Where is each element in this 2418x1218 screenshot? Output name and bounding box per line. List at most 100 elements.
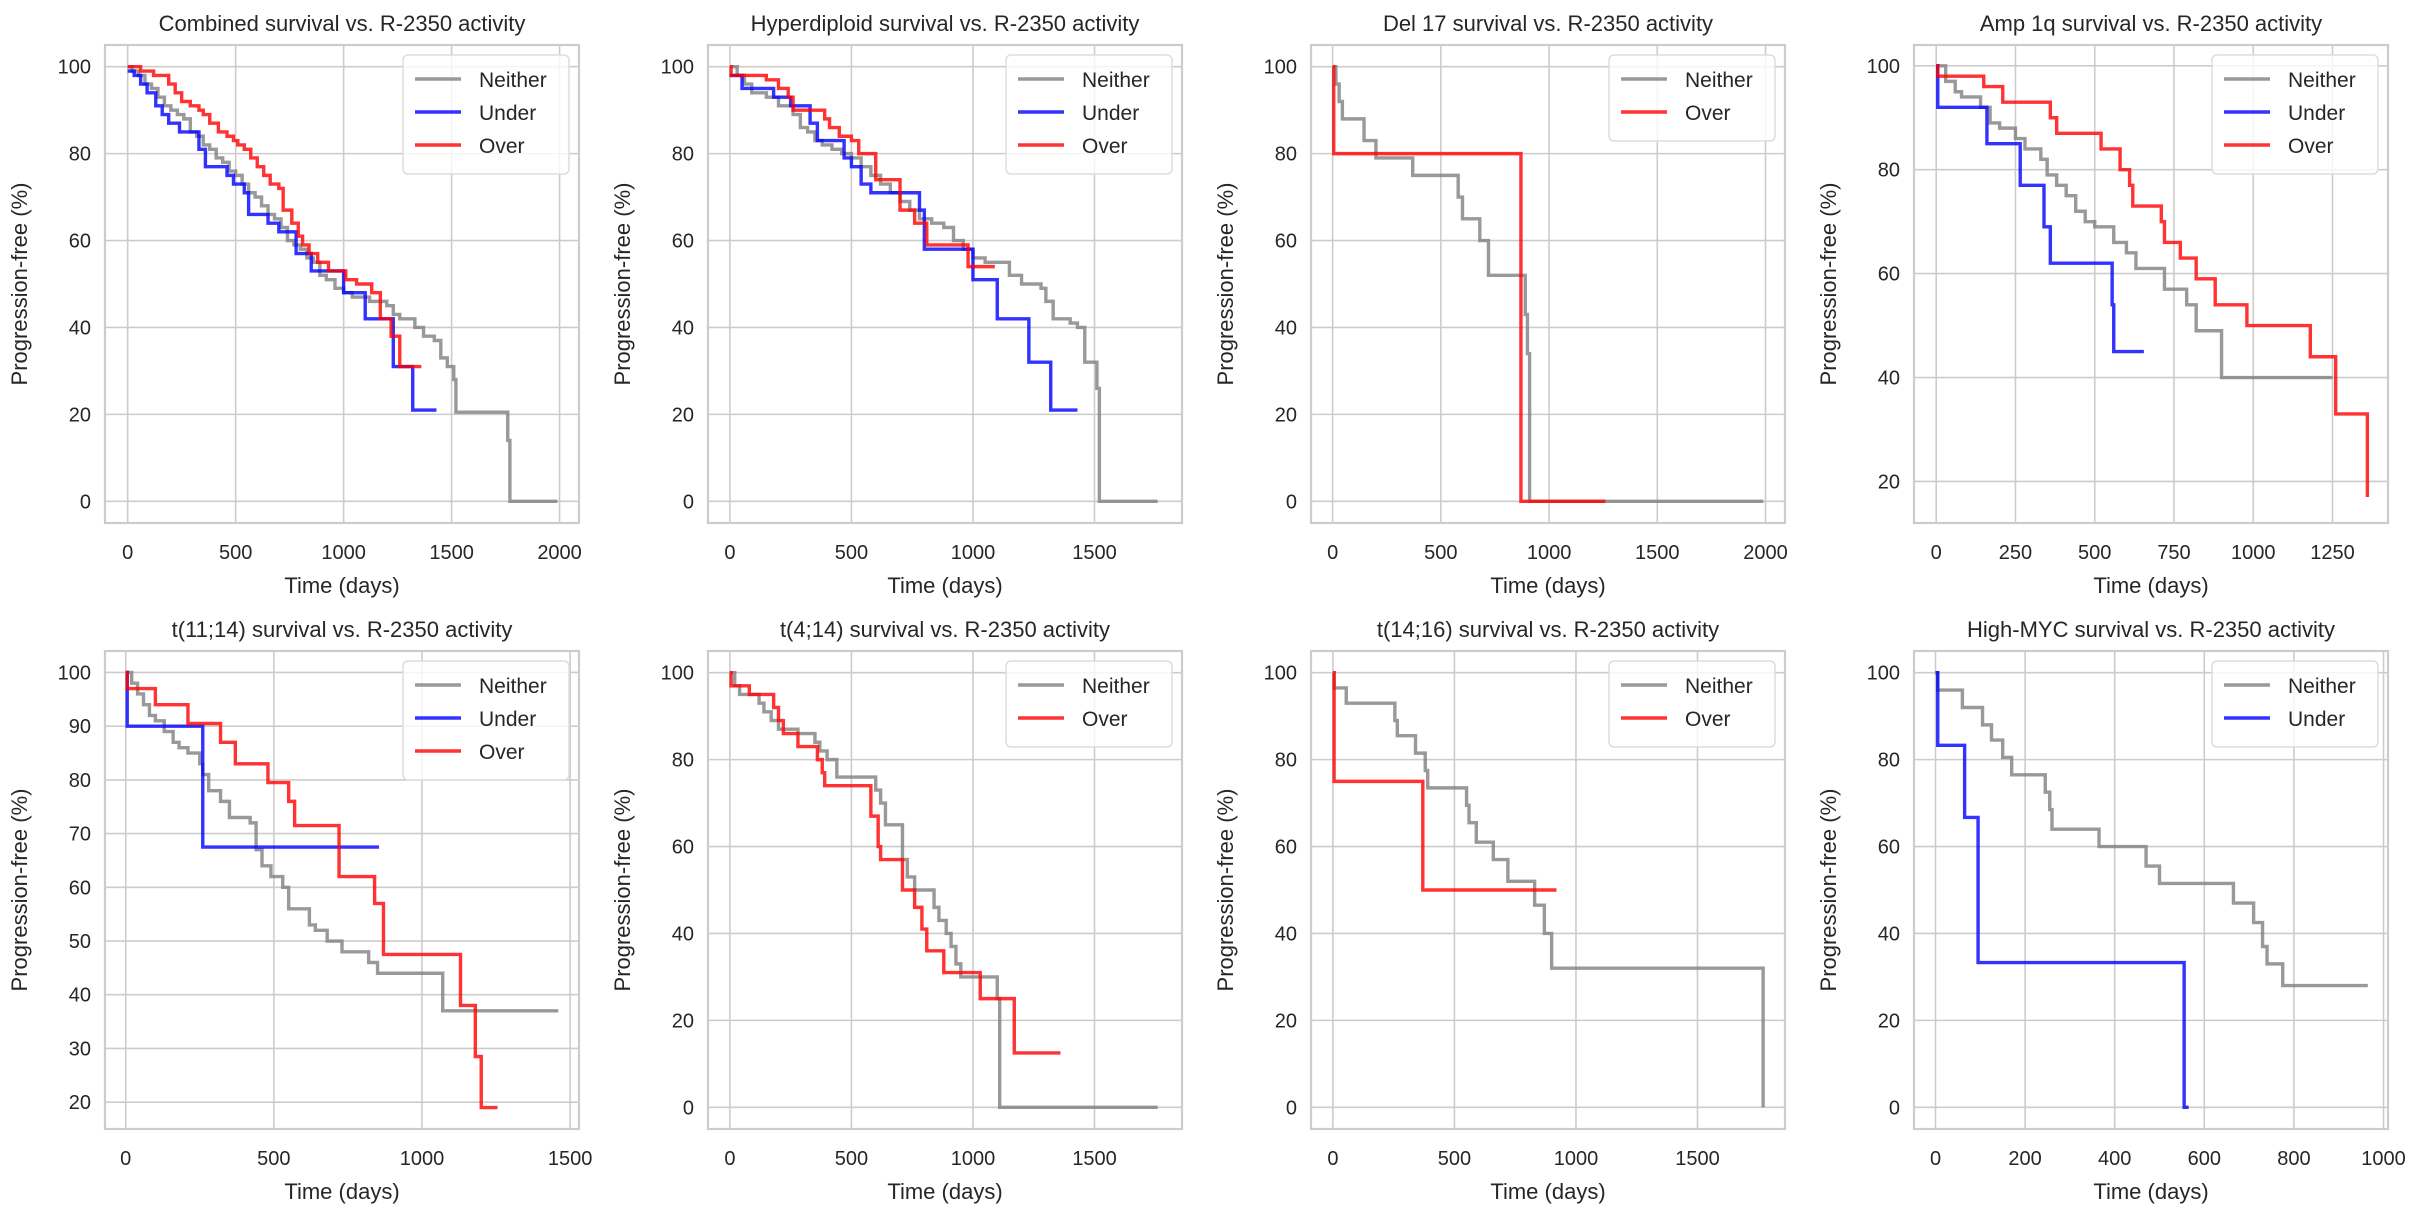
x-axis-label: Time (days) <box>1490 573 1605 598</box>
y-tick-label: 80 <box>1275 144 1297 166</box>
legend-label-over: Over <box>479 135 525 158</box>
legend-label-over: Over <box>1082 708 1128 731</box>
chart-title: Amp 1q survival vs. R-2350 activity <box>1980 11 2322 36</box>
y-tick-label: 60 <box>1878 837 1900 859</box>
legend-box <box>1608 660 1776 748</box>
legend-box <box>1005 660 1173 748</box>
legend: Neither Under Over <box>402 54 570 175</box>
km-curve-neither <box>125 670 559 1013</box>
x-axis-label: Time (days) <box>887 1179 1002 1204</box>
y-tick-label: 40 <box>1275 923 1297 945</box>
y-tick-label: 60 <box>1275 231 1297 253</box>
y-tick-label: 100 <box>1264 663 1297 685</box>
y-tick-label: 20 <box>1275 1010 1297 1032</box>
y-axis-label: Progression-free (%) <box>7 183 32 386</box>
km-curve-neither <box>1332 65 1764 503</box>
y-tick-label: 50 <box>69 931 91 953</box>
km-curve-neither <box>127 65 558 503</box>
y-tick-label: 20 <box>69 1092 91 1114</box>
x-tick-label: 2000 <box>537 542 582 564</box>
y-tick-label: 80 <box>1878 160 1900 182</box>
y-axis-label: Progression-free (%) <box>610 789 635 992</box>
legend: Neither Over <box>1608 660 1776 748</box>
x-tick-label: 1000 <box>951 542 996 564</box>
y-tick-label: 100 <box>1867 663 1900 685</box>
y-tick-label: 20 <box>1275 404 1297 426</box>
x-tick-label: 200 <box>2008 1148 2041 1170</box>
y-tick-label: 70 <box>69 824 91 846</box>
km-curve-under <box>1935 671 2189 1109</box>
x-tick-label: 1000 <box>321 542 366 564</box>
x-tick-label: 0 <box>724 1148 735 1170</box>
axes-frame <box>706 43 1184 525</box>
legend-label-neither: Neither <box>1685 69 1753 92</box>
chart-panel-4: 0 250 500 750 1000 1250 20 40 60 80 100 Amp 1q surv… <box>1816 11 2390 598</box>
axes-frame <box>103 43 581 525</box>
x-tick-label: 1000 <box>951 1148 996 1170</box>
y-tick-label: 0 <box>683 491 694 513</box>
km-curve-over <box>1936 64 2370 498</box>
x-tick-label: 600 <box>2188 1148 2221 1170</box>
km-curve-over <box>1332 671 1557 892</box>
x-axis-label: Time (days) <box>2093 573 2208 598</box>
y-tick-label: 80 <box>672 144 694 166</box>
chart-panel-1: 0 500 1000 1500 2000 0 20 40 60 80 100 Combined sur… <box>7 11 582 598</box>
x-tick-label: 1000 <box>2361 1148 2406 1170</box>
legend-label-under: Under <box>479 708 536 731</box>
y-tick-label: 80 <box>1878 750 1900 772</box>
x-tick-label: 500 <box>1424 542 1457 564</box>
legend: Neither Over <box>1608 54 1776 142</box>
y-tick-label: 20 <box>69 404 91 426</box>
chart-title: Hyperdiploid survival vs. R-2350 activit… <box>751 11 1140 36</box>
legend-label-neither: Neither <box>2288 69 2356 92</box>
km-curve-over <box>127 65 422 369</box>
legend-label-under: Under <box>479 102 536 125</box>
y-axis-label: Progression-free (%) <box>1213 183 1238 386</box>
x-tick-label: 0 <box>724 542 735 564</box>
km-curve-neither <box>1936 64 2333 380</box>
x-tick-label: 1500 <box>1675 1148 1720 1170</box>
legend-label-neither: Neither <box>2288 675 2356 698</box>
axes-frame <box>1309 43 1787 525</box>
y-tick-label: 20 <box>1878 471 1900 493</box>
x-tick-label: 400 <box>2098 1148 2131 1170</box>
y-tick-label: 80 <box>672 750 694 772</box>
axes-frame <box>706 649 1184 1131</box>
y-tick-label: 20 <box>1878 1010 1900 1032</box>
legend: Neither Under Over <box>1005 54 1173 175</box>
y-tick-label: 0 <box>80 491 91 513</box>
y-tick-label: 40 <box>1878 368 1900 390</box>
legend-label-under: Under <box>2288 708 2345 731</box>
km-curve-neither <box>1935 671 2368 988</box>
axes-frame <box>1912 43 2390 525</box>
y-tick-label: 0 <box>1286 491 1297 513</box>
y-tick-label: 60 <box>672 837 694 859</box>
x-tick-label: 0 <box>122 542 133 564</box>
y-tick-label: 60 <box>672 231 694 253</box>
x-tick-label: 500 <box>1438 1148 1471 1170</box>
y-tick-label: 40 <box>1878 923 1900 945</box>
x-tick-label: 500 <box>257 1148 290 1170</box>
x-tick-label: 0 <box>1930 1148 1941 1170</box>
legend-label-over: Over <box>479 741 525 764</box>
legend-label-neither: Neither <box>1685 675 1753 698</box>
legend-box <box>1608 54 1776 142</box>
km-curve-over <box>1332 65 1606 503</box>
x-tick-label: 1500 <box>429 542 474 564</box>
x-tick-label: 1000 <box>2231 542 2276 564</box>
legend: Neither Under Over <box>2211 54 2379 175</box>
y-tick-label: 90 <box>69 716 91 738</box>
legend-label-over: Over <box>1685 102 1731 125</box>
x-tick-label: 500 <box>835 1148 868 1170</box>
y-tick-label: 20 <box>672 1010 694 1032</box>
y-tick-label: 60 <box>1275 837 1297 859</box>
y-tick-label: 40 <box>69 985 91 1007</box>
x-tick-label: 1500 <box>1635 542 1680 564</box>
y-tick-label: 40 <box>672 317 694 339</box>
chart-title: t(14;16) survival vs. R-2350 activity <box>1377 617 1719 642</box>
x-tick-label: 1250 <box>2310 542 2355 564</box>
km-curve-under <box>125 670 380 849</box>
y-axis-label: Progression-free (%) <box>610 183 635 386</box>
legend-label-neither: Neither <box>479 69 547 92</box>
